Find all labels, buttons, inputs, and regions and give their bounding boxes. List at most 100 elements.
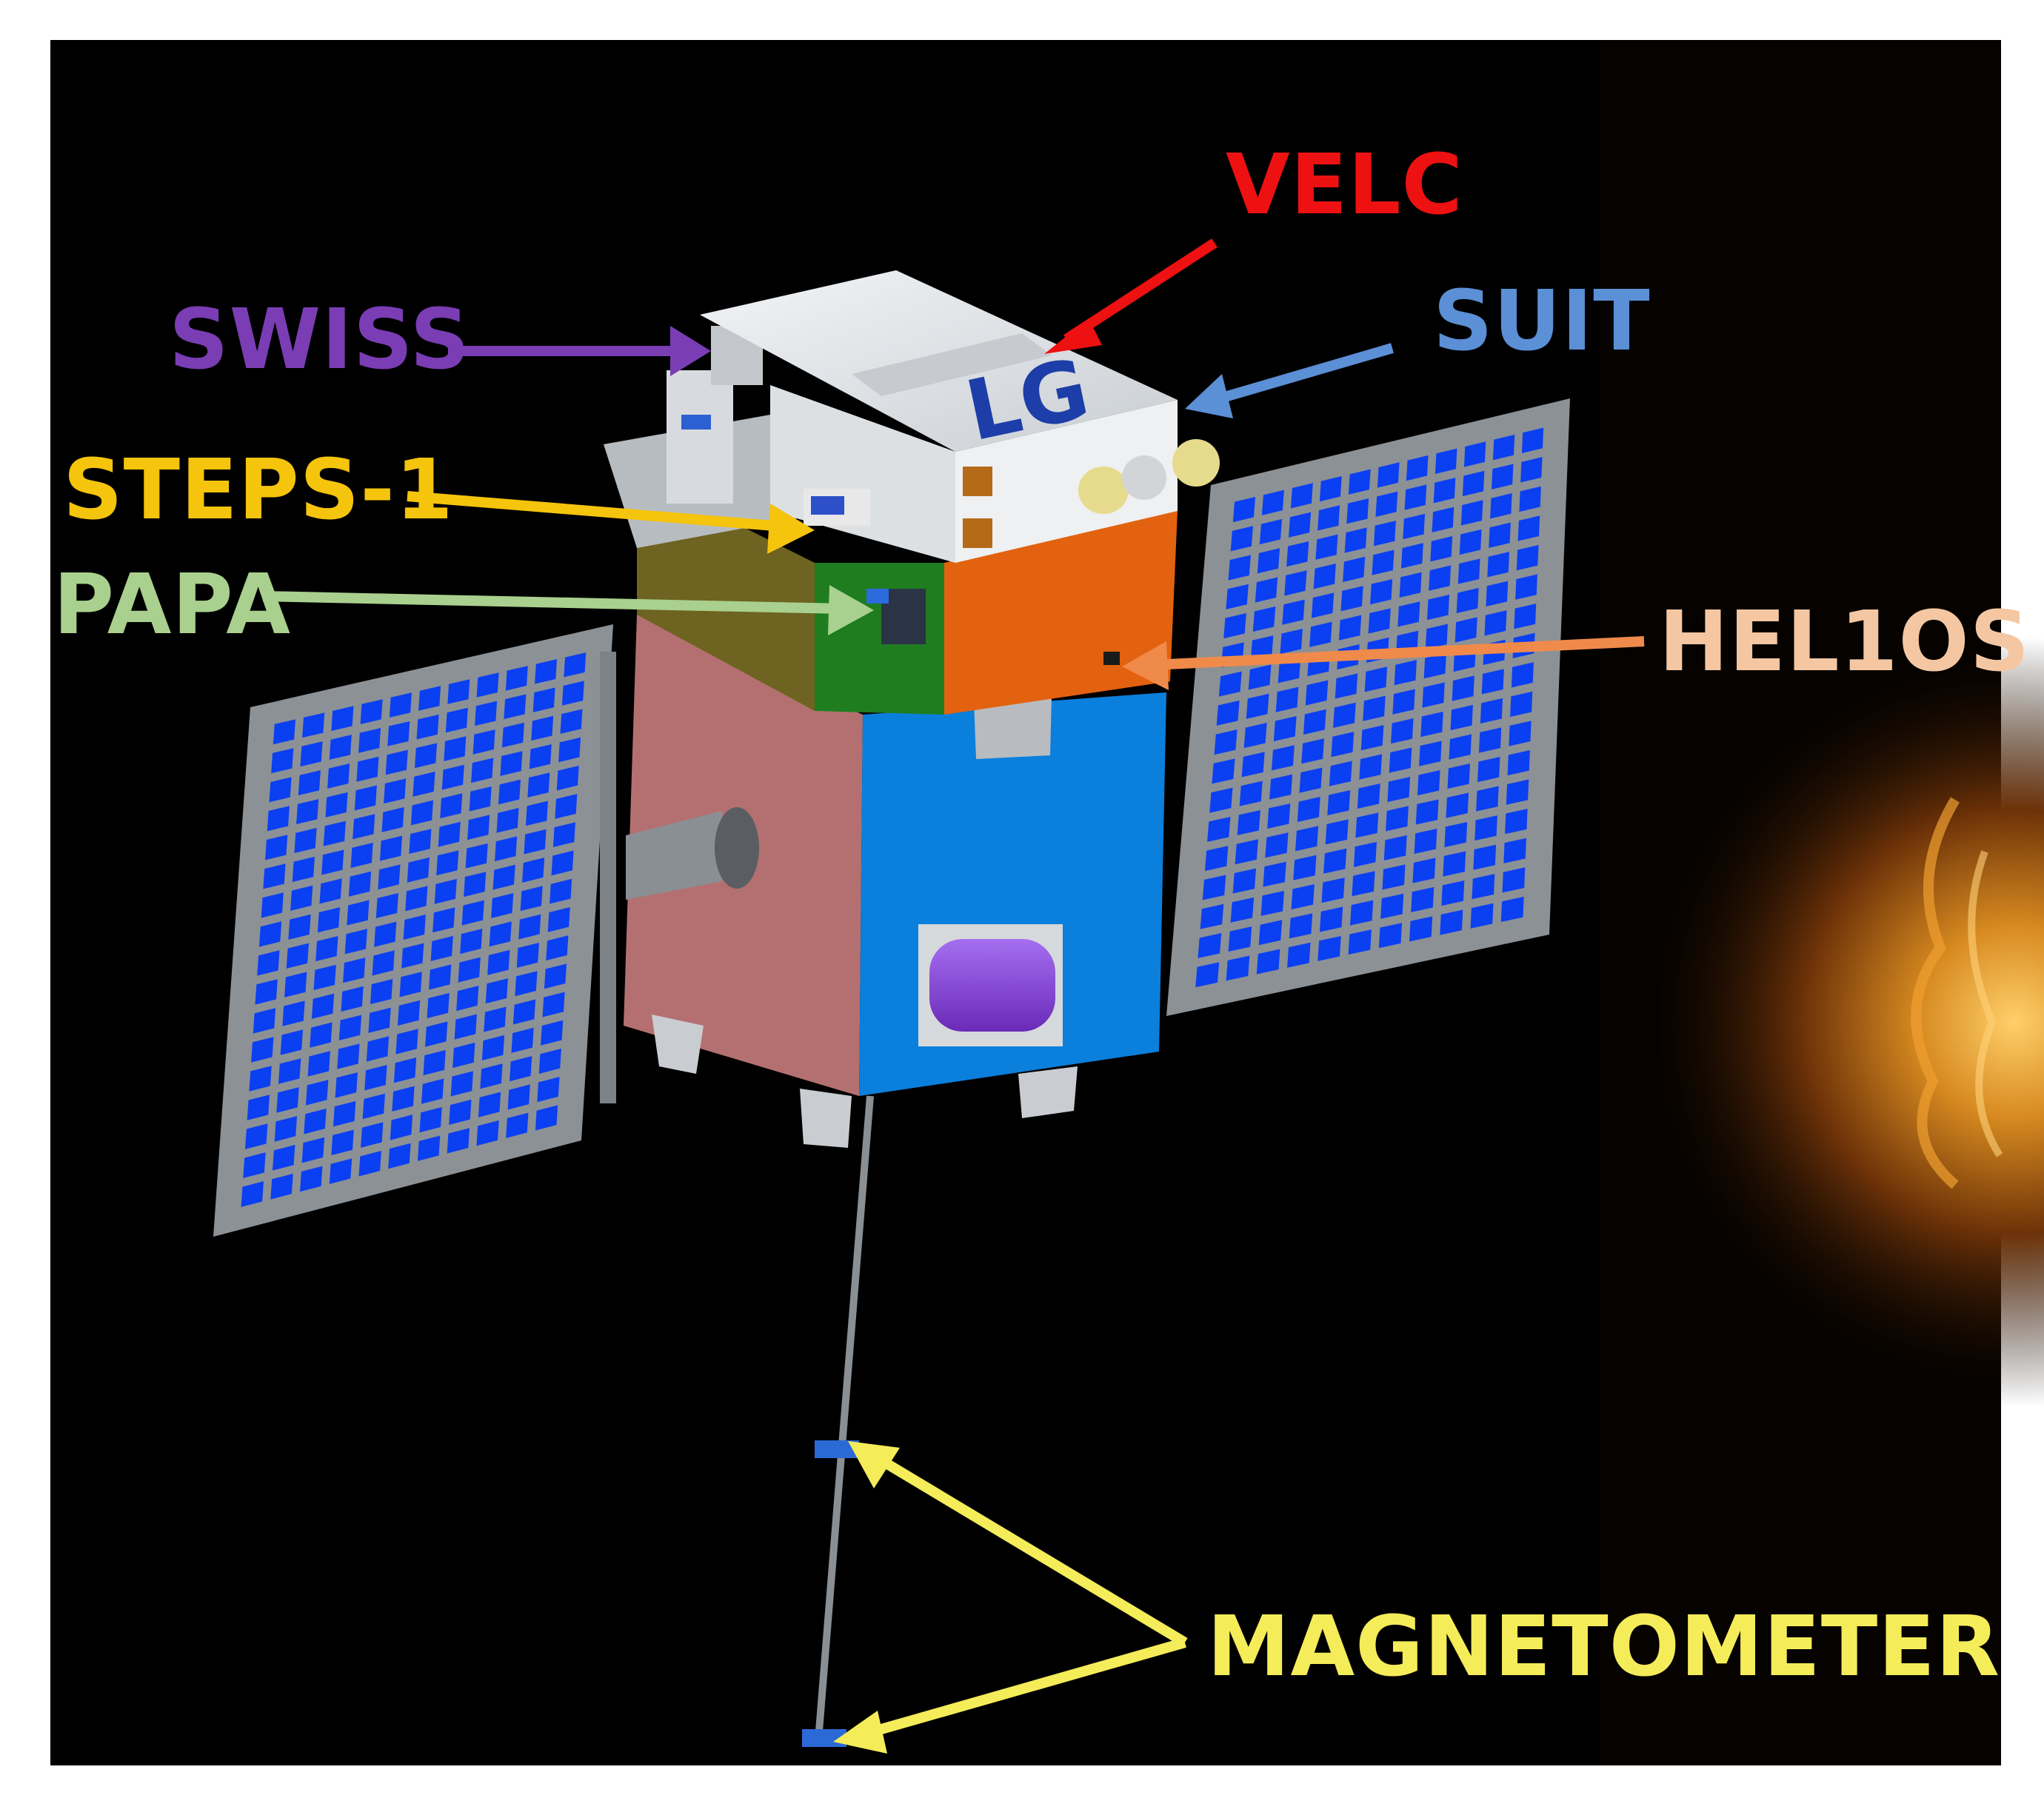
solar-cell xyxy=(299,1166,323,1192)
solar-cell xyxy=(1209,787,1233,813)
solar-cell xyxy=(1214,729,1238,755)
solar-cell xyxy=(476,1120,499,1146)
solar-cell xyxy=(317,907,341,933)
solar-cell xyxy=(354,785,377,811)
solar-cell xyxy=(531,715,554,741)
solar-cell xyxy=(1480,698,1503,724)
label-velc: VELC xyxy=(1226,137,1463,233)
thrusters xyxy=(652,1015,1078,1148)
solar-cell xyxy=(1500,896,1524,922)
solar-cell xyxy=(1223,613,1246,639)
solar-cell xyxy=(1246,693,1269,719)
solar-cell xyxy=(273,719,295,745)
solar-cell xyxy=(416,714,439,740)
solar-cell xyxy=(329,1158,353,1184)
solar-cell xyxy=(518,914,541,940)
helios-arrowhead xyxy=(1122,641,1169,690)
solar-cell xyxy=(1521,427,1544,454)
solar-cell xyxy=(546,935,569,960)
solar-cell xyxy=(1305,680,1329,706)
solar-cell xyxy=(452,1042,475,1069)
velc-arrow xyxy=(1063,238,1218,344)
solar-cell xyxy=(1486,581,1509,607)
solar-cell xyxy=(1325,819,1349,845)
solar-cell xyxy=(1492,464,1514,489)
solar-cell xyxy=(1373,521,1396,547)
solar-cell xyxy=(311,993,335,1019)
solar-cell xyxy=(1399,572,1422,598)
solar-cell xyxy=(343,958,366,983)
solar-cell xyxy=(464,872,487,898)
solar-cell xyxy=(438,821,461,847)
solar-cell xyxy=(1230,897,1255,923)
solar-cell xyxy=(413,772,435,797)
label-hel1os: HEL1OS xyxy=(1659,594,2030,690)
solar-cell xyxy=(263,863,286,889)
solar-cell xyxy=(267,806,290,832)
solar-cell xyxy=(1319,906,1343,932)
solar-cell xyxy=(1423,653,1446,679)
solar-cell xyxy=(417,1135,441,1161)
solar-cell xyxy=(1457,558,1480,584)
solar-cell xyxy=(444,736,467,761)
solar-cell xyxy=(1348,929,1372,955)
velc-arrowhead xyxy=(1044,318,1102,354)
solar-cell xyxy=(1449,734,1472,760)
solar-cell xyxy=(392,1086,415,1112)
solar-cell xyxy=(329,735,352,760)
solar-cell xyxy=(537,1077,560,1103)
solar-cell xyxy=(387,721,410,746)
magnetometer-arrowhead-lower xyxy=(833,1711,887,1754)
solar-cell xyxy=(1419,741,1442,766)
solar-cell xyxy=(472,729,495,755)
solar-cell xyxy=(1216,700,1240,726)
suit-lens-2 xyxy=(1122,455,1166,500)
solar-cell xyxy=(445,707,468,733)
solar-cell xyxy=(1510,691,1533,718)
solar-cell xyxy=(410,800,433,826)
suit-lens-3 xyxy=(1172,439,1220,487)
solar-cell xyxy=(1252,606,1276,632)
solar-cell xyxy=(358,728,381,753)
solar-cell xyxy=(333,1100,356,1127)
solar-cell xyxy=(1472,874,1495,900)
solar-cell xyxy=(257,950,280,976)
label-suit: SUIT xyxy=(1433,273,1651,370)
solar-cell xyxy=(1517,515,1540,541)
solar-cell xyxy=(1440,909,1463,935)
solar-cell xyxy=(1383,835,1407,861)
solar-cell xyxy=(547,906,570,932)
solar-cell xyxy=(496,807,519,833)
solar-cell xyxy=(1429,565,1452,591)
solar-cell xyxy=(1459,529,1482,555)
solar-cell xyxy=(456,986,479,1012)
solar-cell xyxy=(491,893,514,918)
solar-cell xyxy=(558,737,581,763)
solar-cell xyxy=(1286,541,1309,567)
solar-cell xyxy=(338,1015,362,1040)
solar-cell xyxy=(1400,543,1423,569)
solar-cell xyxy=(1422,682,1445,708)
solar-cell xyxy=(484,1006,507,1032)
solar-cell xyxy=(1511,662,1534,688)
solar-cell xyxy=(1291,884,1315,910)
solar-cell xyxy=(535,1105,558,1131)
solar-cell xyxy=(1230,526,1253,552)
solar-cell xyxy=(1425,624,1448,649)
solar-cell xyxy=(390,1115,413,1140)
solar-cell xyxy=(551,850,574,876)
solar-cell xyxy=(478,1092,501,1117)
velc-block-1 xyxy=(963,467,992,496)
solar-cell xyxy=(1346,498,1369,524)
solar-cell xyxy=(1207,816,1231,842)
solar-cell xyxy=(419,1106,442,1133)
solar-cell xyxy=(441,764,464,790)
solar-cell xyxy=(1484,610,1507,636)
solar-cell xyxy=(1297,796,1320,822)
solar-cell xyxy=(366,1036,390,1062)
solar-cell xyxy=(271,748,294,774)
solar-cell xyxy=(544,963,567,989)
solar-cell xyxy=(368,1007,391,1033)
solar-cell xyxy=(292,856,315,882)
